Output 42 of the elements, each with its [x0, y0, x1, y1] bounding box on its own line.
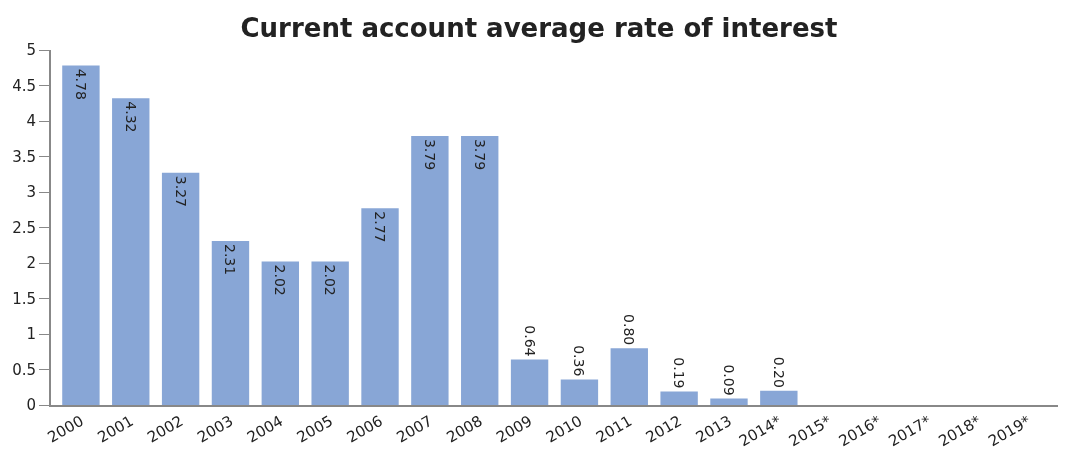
bar: [660, 391, 698, 405]
bar: [112, 98, 150, 405]
y-tick-label: 0.5: [12, 360, 36, 379]
y-tick-label: 2.5: [12, 218, 36, 237]
y-tick-label: 4: [26, 112, 36, 131]
y-tick-label: 1.5: [12, 289, 36, 308]
data-label: 2.02: [272, 264, 289, 296]
bar: [211, 240, 250, 405]
bar: [62, 65, 100, 405]
bar: [510, 359, 549, 405]
bar: [161, 172, 200, 405]
data-label: 0.64: [521, 325, 538, 357]
bar: [560, 379, 599, 405]
data-label: 2.31: [222, 243, 239, 276]
data-label: 3.27: [172, 175, 189, 207]
y-tick-label: 0: [26, 396, 36, 415]
data-label: 4.78: [72, 68, 89, 100]
chart-title: Current account average rate of interest: [240, 12, 838, 43]
bar: [610, 348, 648, 405]
bar: [760, 390, 798, 405]
bar: [361, 208, 399, 405]
y-tick-label: 3.5: [12, 147, 36, 166]
data-label: 0.19: [671, 357, 688, 389]
data-label: 0.36: [571, 345, 588, 377]
y-tick-label: 5: [26, 41, 36, 60]
y-tick-label: 2: [26, 254, 36, 273]
y-tick-label: 4.5: [12, 76, 36, 95]
bar: [261, 261, 300, 405]
y-tick-label: 3: [26, 183, 36, 202]
bar: [461, 135, 499, 405]
data-label: 4.32: [122, 101, 139, 133]
y-tick-label: 1: [26, 325, 36, 344]
bar: [311, 261, 349, 405]
data-label: 2.77: [372, 211, 389, 243]
data-label: 0.80: [621, 314, 638, 346]
bar: [710, 398, 748, 405]
data-label: 0.20: [770, 356, 787, 388]
data-label: 2.02: [322, 264, 339, 296]
data-label: 3.79: [421, 138, 438, 171]
data-label: 0.09: [720, 364, 737, 396]
data-label: 3.79: [471, 138, 488, 171]
bar: [411, 135, 449, 405]
